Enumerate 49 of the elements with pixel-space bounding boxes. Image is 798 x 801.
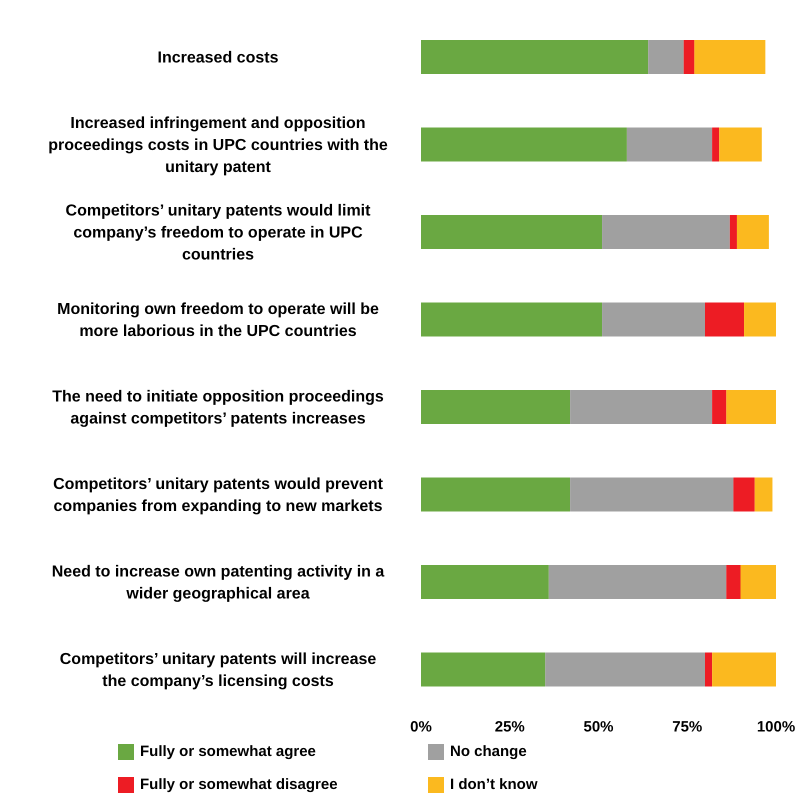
y-tick-label: Competitors’ unitary patents would limit company’s freedom to operate in UPC countries	[66, 202, 372, 264]
bar	[602, 215, 730, 249]
y-tick-label: The need to initiate opposition proceedings against competitors’ patents increases	[52, 388, 384, 428]
bar	[421, 652, 546, 686]
bar	[421, 40, 648, 74]
bar	[712, 128, 720, 162]
x-tick-label: 0%	[410, 718, 432, 736]
y-tick-label: Need to increase own patenting activity in a wider geographical area	[52, 563, 384, 602]
y-tick-label: Monitoring own freedom to operate will be more laborious in the UPC countries	[57, 300, 379, 340]
y-tick-label: Competitors’ unitary patents would prevent companies from expanding to new markets	[53, 476, 384, 515]
bar	[719, 128, 762, 162]
bar	[730, 215, 737, 249]
y-tick-label: Competitors’ unitary patents will increase the company’s licensing costs	[60, 650, 376, 690]
bar	[740, 565, 776, 599]
bar	[421, 565, 549, 599]
bar	[548, 565, 726, 599]
bar	[744, 302, 776, 336]
bar	[726, 565, 740, 599]
legend-label: Fully or somewhat agree	[140, 743, 316, 760]
x-tick-label: 100%	[756, 718, 796, 736]
x-tick-label: 25%	[494, 718, 525, 736]
legend-label: No change	[450, 743, 527, 760]
bar	[736, 215, 769, 249]
y-tick-label: Increased costs	[158, 49, 279, 66]
bar	[545, 652, 705, 686]
y-tick-label: Increased infringement and opposition proceedings costs in UPC countries with the unitary patent	[48, 114, 388, 176]
bar	[421, 302, 602, 336]
bar	[626, 128, 712, 162]
legend-label: I don’t know	[450, 776, 538, 793]
bar	[421, 215, 602, 249]
bar	[705, 302, 744, 336]
bar	[694, 40, 766, 74]
bar	[726, 390, 776, 424]
bar	[421, 390, 570, 424]
bar	[712, 390, 726, 424]
bar	[602, 302, 705, 336]
legend-label: Fully or somewhat disagree	[140, 776, 338, 793]
bar	[733, 478, 755, 512]
bar	[754, 478, 772, 512]
x-tick-label: 75%	[672, 718, 702, 736]
bar	[684, 40, 694, 74]
bar	[712, 652, 776, 686]
x-tick-label: 50%	[583, 718, 614, 736]
bar	[705, 652, 712, 686]
bar	[570, 390, 712, 424]
bar	[648, 40, 684, 74]
bar	[421, 128, 627, 162]
bar	[570, 478, 734, 512]
bar	[421, 478, 570, 512]
